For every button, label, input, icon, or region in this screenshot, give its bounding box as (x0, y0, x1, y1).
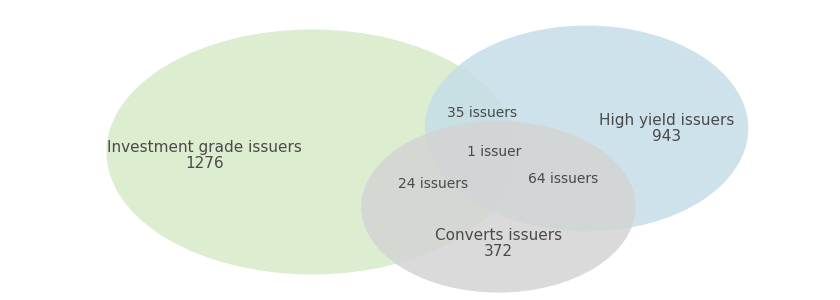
Text: 1276: 1276 (185, 156, 223, 171)
Text: Converts issuers: Converts issuers (435, 228, 562, 243)
Text: High yield issuers: High yield issuers (599, 113, 735, 128)
Ellipse shape (425, 26, 748, 231)
Ellipse shape (361, 121, 636, 292)
Text: 1 issuer: 1 issuer (467, 145, 522, 159)
Text: 943: 943 (653, 129, 681, 144)
Text: 64 issuers: 64 issuers (528, 172, 598, 186)
Text: 372: 372 (484, 244, 513, 259)
Text: 24 issuers: 24 issuers (398, 177, 469, 191)
Ellipse shape (107, 29, 518, 274)
Text: Investment grade issuers: Investment grade issuers (107, 140, 302, 155)
Text: 35 issuers: 35 issuers (448, 106, 517, 120)
